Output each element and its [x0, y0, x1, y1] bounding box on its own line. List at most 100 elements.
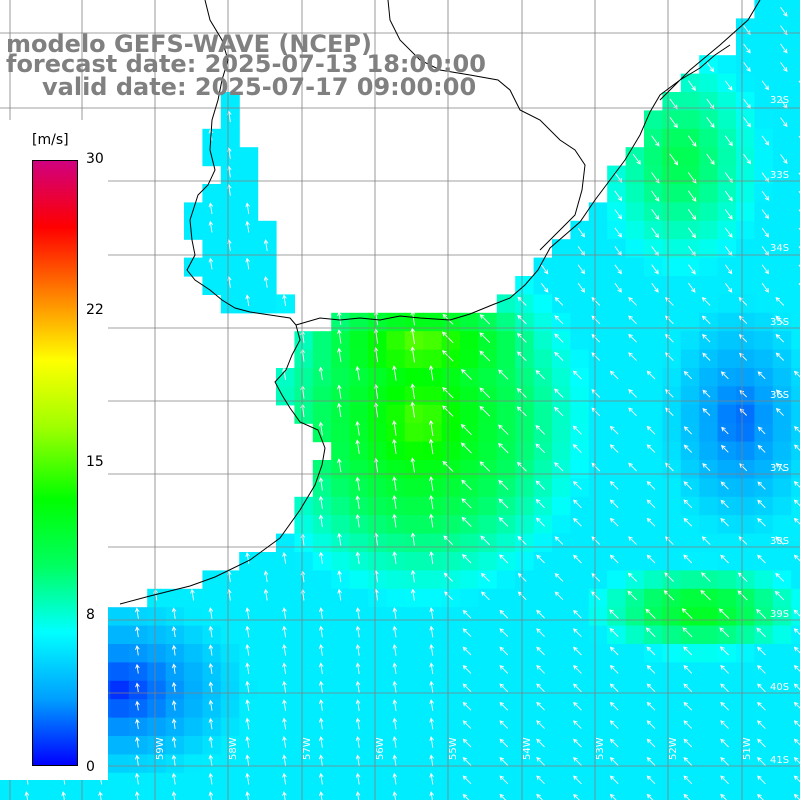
- wind-arrow: [721, 426, 729, 435]
- wind-arrow: [536, 628, 545, 637]
- wind-arrow: [282, 625, 287, 638]
- wind-speed-cell: [552, 368, 571, 387]
- wind-speed-cell: [607, 570, 627, 590]
- wind-speed-cell: [202, 588, 222, 608]
- wind-speed-cell: [699, 699, 719, 719]
- wind-speed-cell: [736, 441, 755, 461]
- wind-arrow: [720, 444, 729, 453]
- wind-arrow: [780, 154, 788, 164]
- wind-speed-cell: [772, 478, 792, 498]
- wind-arrow: [756, 627, 766, 638]
- wind-arrow: [701, 315, 711, 325]
- wind-arrow: [499, 609, 509, 619]
- wind-arrow: [498, 442, 509, 454]
- wind-speed-cell: [772, 368, 792, 387]
- wind-arrow: [614, 264, 622, 275]
- wind-arrow: [498, 498, 509, 509]
- wind-speed-cell: [184, 644, 203, 663]
- wind-speed-cell: [312, 404, 332, 424]
- wind-speed-cell: [257, 699, 277, 719]
- wind-speed-cell: [717, 147, 737, 167]
- wind-arrow: [757, 665, 766, 674]
- wind-arrow: [761, 172, 770, 183]
- wind-speed-cell: [441, 515, 461, 535]
- wind-arrow: [462, 720, 472, 729]
- wind-speed-cell: [791, 92, 800, 111]
- wind-arrow: [479, 314, 491, 325]
- wind-arrow: [683, 665, 693, 674]
- wind-speed-cell: [496, 349, 516, 369]
- wind-speed-cell: [772, 184, 792, 203]
- wind-speed-cell: [662, 496, 682, 516]
- wind-arrow: [669, 153, 679, 166]
- wind-arrow: [757, 481, 766, 490]
- wind-speed-cell: [699, 552, 719, 571]
- wind-speed-cell: [736, 496, 755, 516]
- wind-arrow: [577, 282, 586, 293]
- wind-speed-cell: [662, 644, 682, 663]
- wind-speed-cell: [791, 368, 800, 387]
- wind-speed-cell: [736, 754, 755, 774]
- wind-speed-cell: [368, 644, 387, 663]
- wind-speed-cell: [570, 349, 590, 369]
- wind-arrow: [739, 389, 748, 398]
- wind-speed-cell: [791, 588, 800, 608]
- wind-speed-cell: [680, 404, 700, 424]
- wind-arrow: [628, 297, 637, 306]
- wind-speed-cell: [184, 202, 203, 222]
- wind-speed-cell: [239, 570, 259, 590]
- wind-arrow: [499, 757, 509, 766]
- wind-arrow: [757, 738, 766, 748]
- wind-speed-cell: [772, 772, 792, 792]
- wind-speed-cell: [36, 791, 56, 800]
- wind-speed-cell: [478, 625, 498, 645]
- wind-arrow: [609, 609, 619, 619]
- wind-speed-cell: [680, 791, 700, 800]
- wind-arrow: [410, 346, 416, 363]
- wind-speed-cell: [791, 625, 800, 645]
- wind-arrow: [355, 476, 361, 491]
- wind-speed-cell: [404, 607, 424, 627]
- wind-arrow: [318, 717, 324, 730]
- wind-arrow: [134, 754, 140, 767]
- wind-arrow: [614, 209, 623, 220]
- wind-arrow: [651, 246, 659, 257]
- wind-arrow: [392, 438, 397, 455]
- title-model: modelo GEFS-WAVE (NCEP): [6, 30, 372, 58]
- wind-arrow: [171, 772, 177, 785]
- wind-arrow: [645, 627, 656, 638]
- wind-speed-cell: [717, 331, 737, 351]
- lat-label: 38S: [770, 536, 789, 547]
- wind-arrow: [627, 590, 638, 601]
- wind-speed-cell: [552, 625, 571, 645]
- wind-arrow: [573, 738, 582, 748]
- wind-speed-cell: [220, 736, 240, 755]
- wind-arrow: [429, 513, 434, 528]
- wind-arrow: [318, 421, 324, 436]
- wind-arrow: [135, 682, 140, 693]
- wind-speed-cell: [736, 239, 755, 259]
- wind-arrow: [318, 495, 324, 509]
- wind-speed-cell: [754, 36, 774, 56]
- wind-arrow: [318, 772, 324, 785]
- lat-label: 36S: [770, 390, 789, 401]
- wind-speed-cell: [423, 312, 443, 332]
- wind-arrow: [245, 257, 250, 270]
- wind-arrow: [757, 757, 766, 766]
- wind-speed-cell: [699, 791, 719, 800]
- wind-arrow: [663, 590, 675, 601]
- wind-speed-cell: [736, 644, 755, 663]
- wind-speed-cell: [460, 404, 479, 424]
- wind-arrow: [263, 570, 269, 583]
- wind-arrow: [480, 535, 490, 546]
- wind-speed-cell: [699, 276, 719, 295]
- wind-arrow: [245, 662, 250, 675]
- wind-arrow: [498, 479, 509, 491]
- wind-speed-cell: [699, 625, 719, 645]
- wind-arrow: [535, 425, 546, 435]
- colorbar: [32, 160, 78, 766]
- wind-speed-cell: [736, 717, 755, 737]
- wind-speed-cell: [644, 588, 663, 608]
- wind-speed-cell: [772, 662, 792, 682]
